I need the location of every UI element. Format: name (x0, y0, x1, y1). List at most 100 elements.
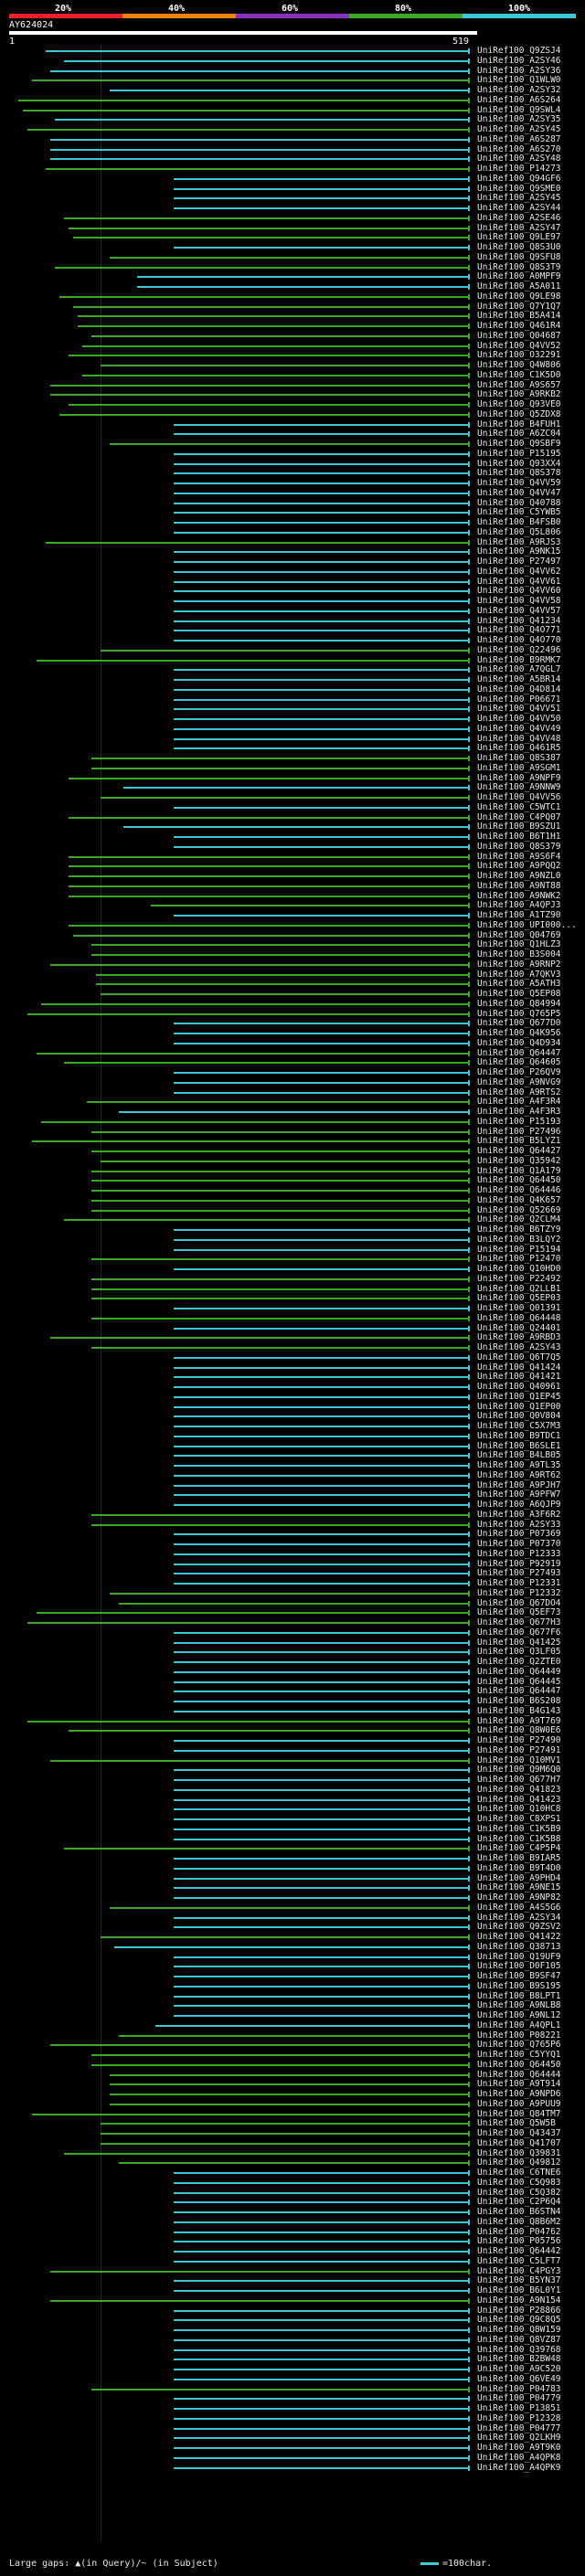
alignment-row[interactable]: UniRef100_C5Q983 (0, 2178, 585, 2189)
alignment-row[interactable]: UniRef100_A9RNP2 (0, 959, 585, 970)
accession-label[interactable]: UniRef100_Q41424 (477, 1362, 561, 1373)
alignment-row[interactable]: UniRef100_Q4D934 (0, 1038, 585, 1049)
alignment-row[interactable]: UniRef100_A9PJH7 (0, 1480, 585, 1491)
alignment-row[interactable]: UniRef100_Q41422 (0, 1932, 585, 1943)
alignment-row[interactable]: UniRef100_Q94GF6 (0, 174, 585, 185)
alignment-row[interactable]: UniRef100_B2BW48 (0, 2354, 585, 2365)
alignment-row[interactable]: UniRef100_Q4VV59 (0, 478, 585, 489)
alignment-row[interactable]: UniRef100_A2SY32 (0, 85, 585, 96)
accession-label[interactable]: UniRef100_Q93XX4 (477, 458, 561, 469)
alignment-row[interactable]: UniRef100_A6S264 (0, 95, 585, 106)
alignment-row[interactable]: UniRef100_A2SY35 (0, 114, 585, 125)
accession-label[interactable]: UniRef100_P27496 (477, 1126, 561, 1137)
alignment-row[interactable]: UniRef100_B5YN37 (0, 2275, 585, 2286)
accession-label[interactable]: UniRef100_Q84TM7 (477, 2108, 561, 2119)
alignment-row[interactable]: UniRef100_A9PUU9 (0, 2099, 585, 2110)
accession-label[interactable]: UniRef100_A6QJP9 (477, 1500, 561, 1510)
accession-label[interactable]: UniRef100_Q19UF9 (477, 1951, 561, 1962)
accession-label[interactable]: UniRef100_Q10HC8 (477, 1804, 561, 1815)
alignment-row[interactable]: UniRef100_Q1WLW0 (0, 75, 585, 86)
alignment-row[interactable]: UniRef100_A9NE15 (0, 1882, 585, 1893)
accession-label[interactable]: UniRef100_Q84994 (477, 998, 561, 1009)
alignment-row[interactable]: UniRef100_Q7Y1Q7 (0, 302, 585, 313)
accession-label[interactable]: UniRef100_Q64448 (477, 1312, 561, 1323)
accession-label[interactable]: UniRef100_Q64446 (477, 1185, 561, 1195)
alignment-row[interactable]: UniRef100_C6TNE6 (0, 2168, 585, 2178)
accession-label[interactable]: UniRef100_Q4VV51 (477, 704, 561, 715)
accession-label[interactable]: UniRef100_Q8W0E6 (477, 1725, 561, 1736)
alignment-row[interactable]: UniRef100_Q8S378 (0, 468, 585, 479)
alignment-row[interactable]: UniRef100_Q4VV52 (0, 341, 585, 352)
alignment-row[interactable]: UniRef100_B5LYZ1 (0, 1136, 585, 1147)
accession-label[interactable]: UniRef100_A9PFW7 (477, 1489, 561, 1500)
alignment-row[interactable]: UniRef100_Q1EP45 (0, 1392, 585, 1403)
alignment-row[interactable]: UniRef100_C4PGY3 (0, 2266, 585, 2277)
accession-label[interactable]: UniRef100_A9NT88 (477, 880, 561, 891)
accession-label[interactable]: UniRef100_B6TZY9 (477, 1224, 561, 1235)
accession-label[interactable]: UniRef100_Q04769 (477, 929, 561, 940)
alignment-row[interactable]: UniRef100_Q9M6Q0 (0, 1765, 585, 1776)
accession-label[interactable]: UniRef100_C2P6Q4 (477, 2197, 561, 2208)
accession-label[interactable]: UniRef100_Q1A179 (477, 1165, 561, 1176)
accession-label[interactable]: UniRef100_Q64444 (477, 2069, 561, 2080)
accession-label[interactable]: UniRef100_A9NPF9 (477, 772, 561, 783)
accession-label[interactable]: UniRef100_A9S6F4 (477, 851, 561, 862)
alignment-row[interactable]: UniRef100_Q1EP00 (0, 1402, 585, 1413)
accession-label[interactable]: UniRef100_Q64427 (477, 1146, 561, 1156)
alignment-row[interactable]: UniRef100_Q9ZSV2 (0, 1922, 585, 1933)
accession-label[interactable]: UniRef100_A9T914 (477, 2079, 561, 2090)
alignment-row[interactable]: UniRef100_Q2ZTE0 (0, 1657, 585, 1668)
alignment-row[interactable]: UniRef100_Q64444 (0, 2070, 585, 2081)
accession-label[interactable]: UniRef100_Q49812 (477, 2157, 561, 2168)
accession-label[interactable]: UniRef100_A2SY45 (477, 193, 561, 204)
accession-label[interactable]: UniRef100_B4G143 (477, 1705, 561, 1716)
alignment-row[interactable]: UniRef100_A2SY46 (0, 56, 585, 67)
alignment-row[interactable]: UniRef100_A5ATH3 (0, 979, 585, 990)
alignment-row[interactable]: UniRef100_A4QPK8 (0, 2453, 585, 2464)
alignment-row[interactable]: UniRef100_A9C520 (0, 2364, 585, 2375)
accession-label[interactable]: UniRef100_B6L0Y1 (477, 2285, 561, 2295)
accession-label[interactable]: UniRef100_Q4VV60 (477, 586, 561, 597)
alignment-row[interactable]: UniRef100_Q8W159 (0, 2325, 585, 2336)
alignment-row[interactable]: UniRef100_P13851 (0, 2403, 585, 2414)
alignment-row[interactable]: UniRef100_A9S6F4 (0, 852, 585, 863)
alignment-row[interactable]: UniRef100_A9RBD3 (0, 1332, 585, 1343)
accession-label[interactable]: UniRef100_P04762 (477, 2226, 561, 2237)
accession-label[interactable]: UniRef100_Q461R4 (477, 321, 561, 331)
alignment-row[interactable]: UniRef100_A4F3R3 (0, 1107, 585, 1118)
alignment-row[interactable]: UniRef100_A9NK15 (0, 546, 585, 557)
accession-label[interactable]: UniRef100_A5A011 (477, 281, 561, 292)
alignment-row[interactable]: UniRef100_Q4VV49 (0, 724, 585, 735)
alignment-row[interactable]: UniRef100_A5BR14 (0, 674, 585, 685)
alignment-row[interactable]: UniRef100_A2SY48 (0, 154, 585, 164)
accession-label[interactable]: UniRef100_Q2ZTE0 (477, 1657, 561, 1667)
alignment-row[interactable]: UniRef100_Q8B6M2 (0, 2217, 585, 2228)
accession-label[interactable]: UniRef100_P05756 (477, 2236, 561, 2247)
alignment-row[interactable]: UniRef100_C4P5P4 (0, 1843, 585, 1854)
accession-label[interactable]: UniRef100_A9SGM1 (477, 762, 561, 773)
accession-label[interactable]: UniRef100_Q10HD0 (477, 1264, 561, 1274)
alignment-row[interactable]: UniRef100_P27491 (0, 1745, 585, 1756)
accession-label[interactable]: UniRef100_C8XPS1 (477, 1814, 561, 1824)
accession-label[interactable]: UniRef100_Q04687 (477, 330, 561, 341)
accession-label[interactable]: UniRef100_P13851 (477, 2403, 561, 2413)
alignment-row[interactable]: UniRef100_C5X7M3 (0, 1421, 585, 1432)
alignment-row[interactable]: UniRef100_Q5ZDX8 (0, 409, 585, 420)
accession-label[interactable]: UniRef100_Q5EF73 (477, 1607, 561, 1618)
accession-label[interactable]: UniRef100_Q6VE49 (477, 2373, 561, 2384)
alignment-row[interactable]: UniRef100_B9IAR5 (0, 1853, 585, 1864)
alignment-row[interactable]: UniRef100_P28866 (0, 2306, 585, 2316)
alignment-row[interactable]: UniRef100_Q9SBF9 (0, 439, 585, 450)
alignment-row[interactable]: UniRef100_P12328 (0, 2413, 585, 2424)
alignment-row[interactable]: UniRef100_Q8VZ87 (0, 2335, 585, 2346)
accession-label[interactable]: UniRef100_P04783 (477, 2383, 561, 2394)
alignment-row[interactable]: UniRef100_Q4VV47 (0, 488, 585, 499)
accession-label[interactable]: UniRef100_A6S270 (477, 143, 561, 154)
alignment-row[interactable]: UniRef100_P12333 (0, 1549, 585, 1560)
accession-label[interactable]: UniRef100_Q8VZ87 (477, 2334, 561, 2345)
accession-label[interactable]: UniRef100_B4FSB0 (477, 517, 561, 527)
accession-label[interactable]: UniRef100_A9N154 (477, 2295, 561, 2306)
alignment-row[interactable]: UniRef100_A2SY43 (0, 1342, 585, 1353)
accession-label[interactable]: UniRef100_B5LYZ1 (477, 1136, 561, 1147)
accession-label[interactable]: UniRef100_Q4D934 (477, 1037, 561, 1048)
